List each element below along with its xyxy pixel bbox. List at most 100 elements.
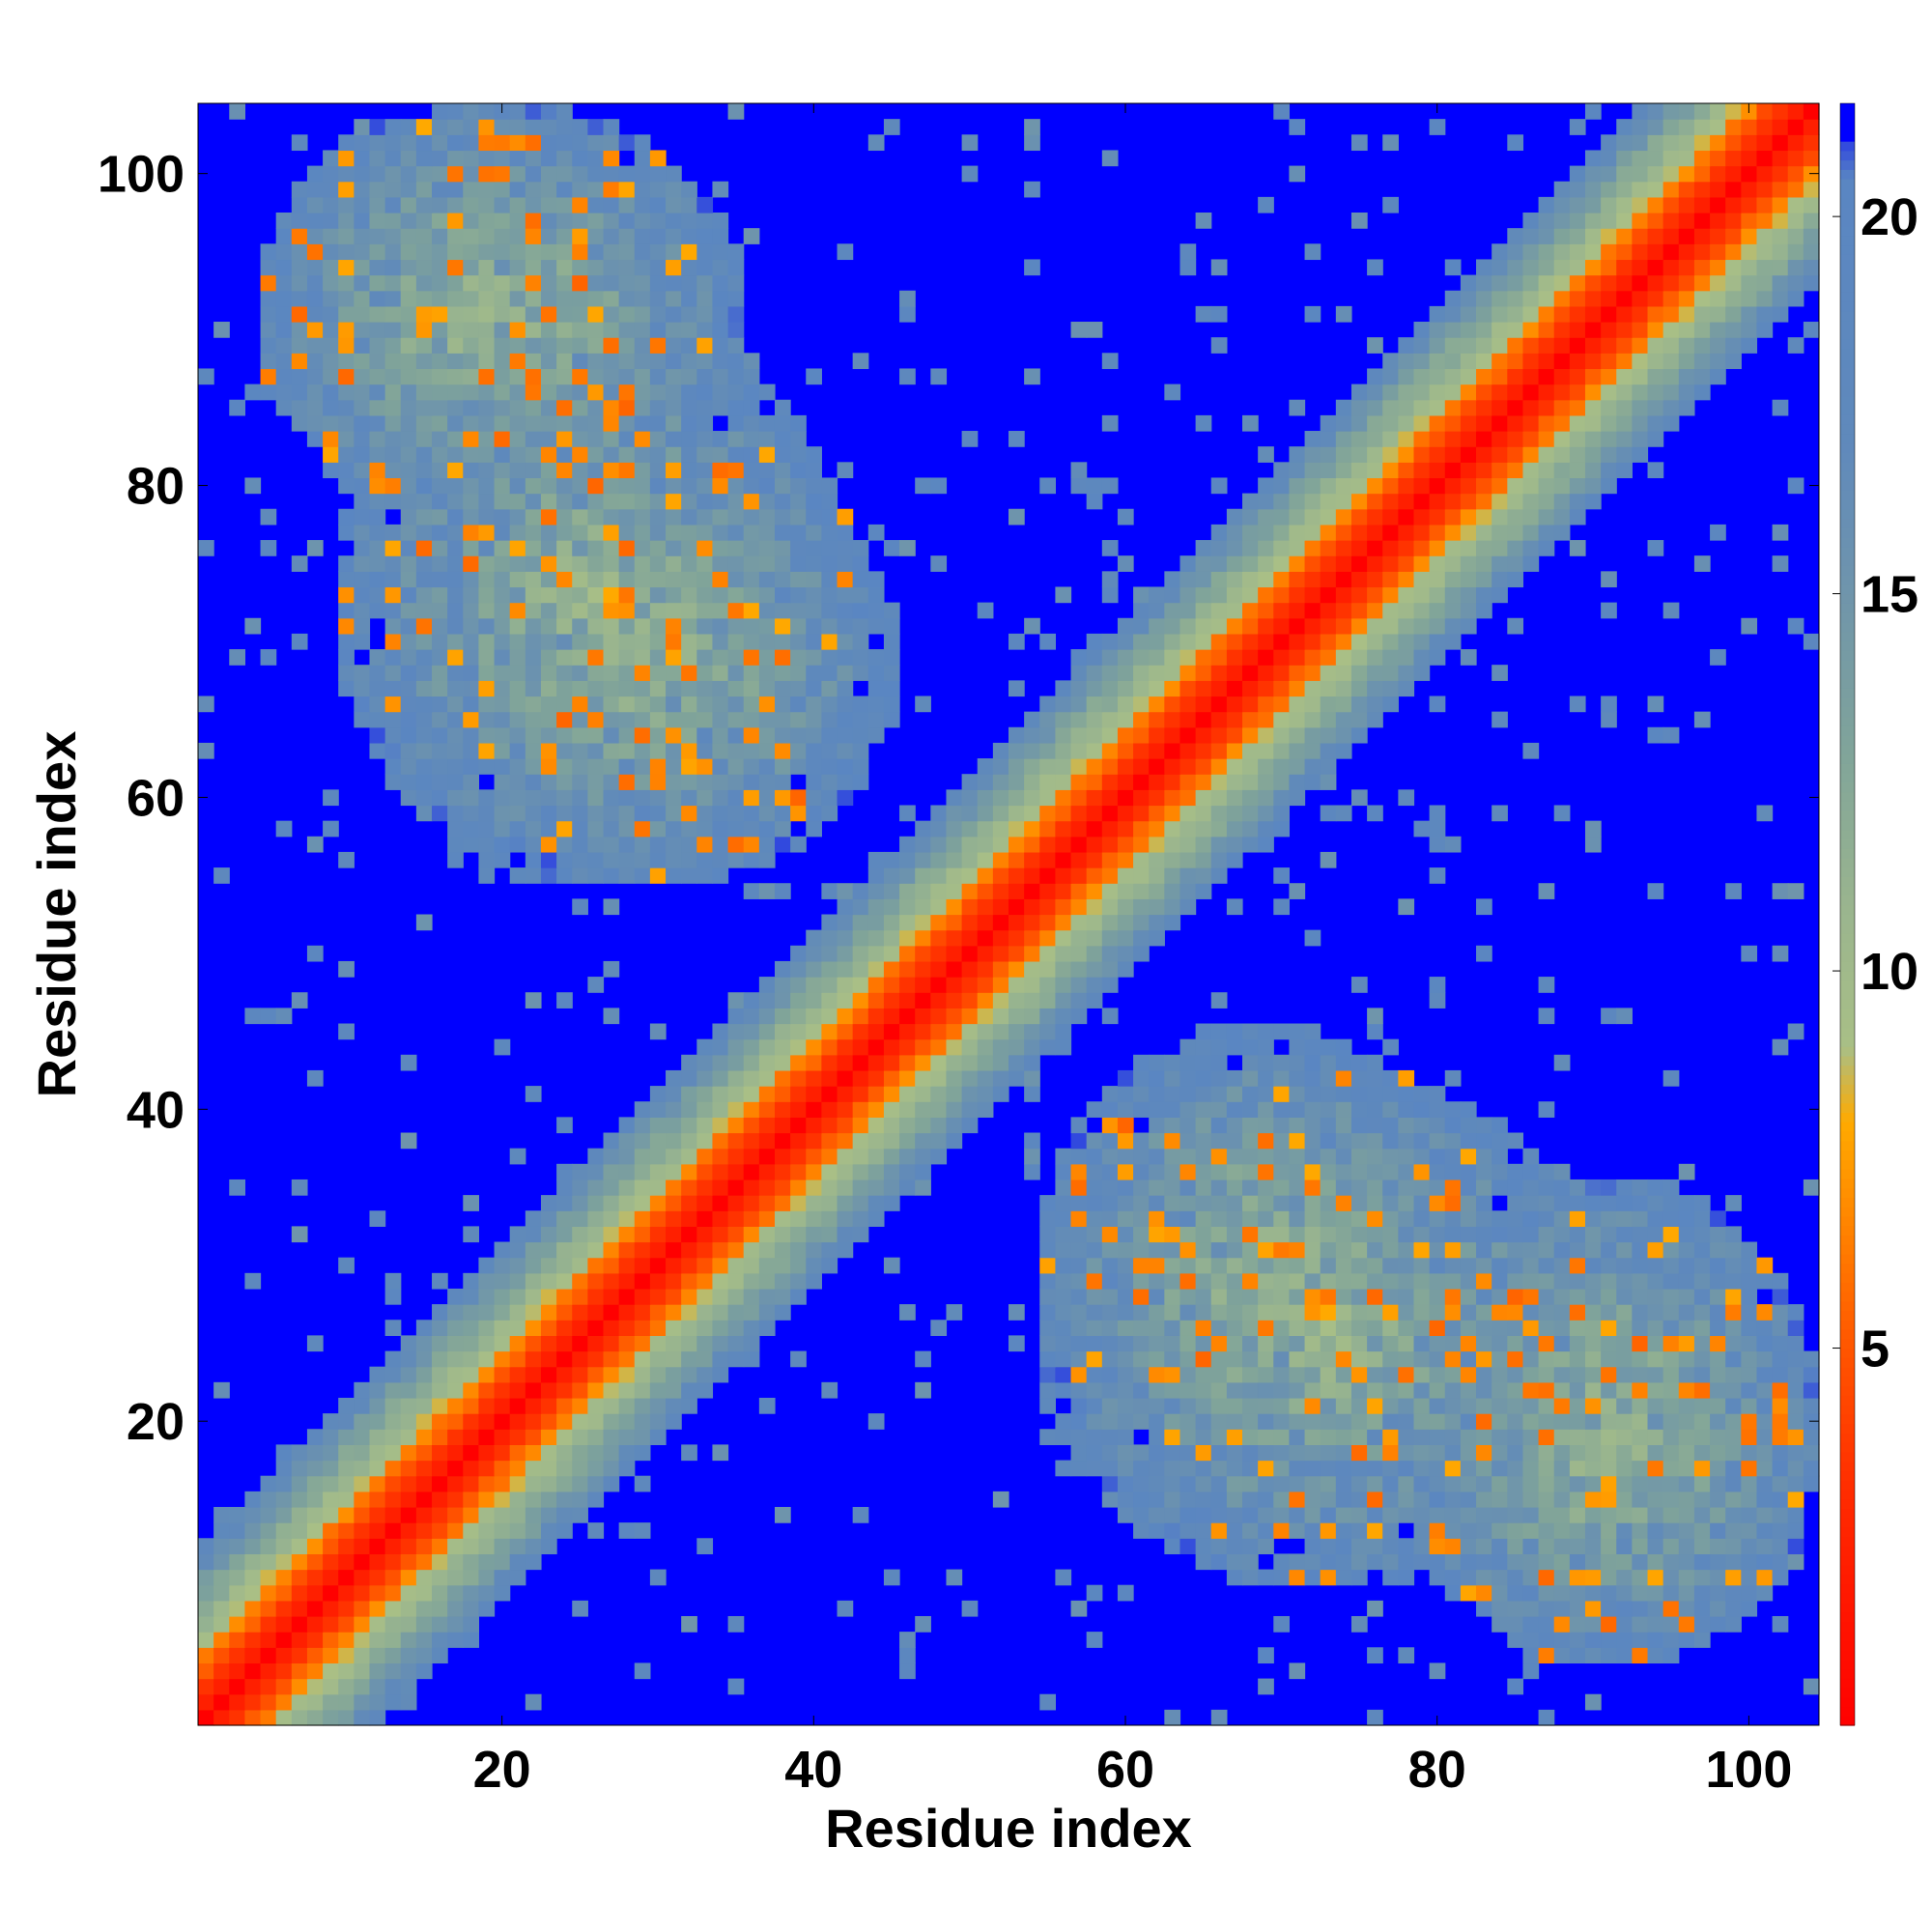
heatmap-cell xyxy=(229,1615,245,1633)
heatmap-cell xyxy=(837,1600,854,1617)
heatmap-cell xyxy=(649,399,667,416)
heatmap-cell xyxy=(1662,1460,1680,1477)
heatmap-cell xyxy=(323,1538,339,1555)
heatmap-cell xyxy=(758,758,776,775)
heatmap-cell xyxy=(1179,1381,1197,1399)
heatmap-cell xyxy=(1350,477,1368,495)
heatmap-cell xyxy=(400,1693,417,1711)
heatmap-cell xyxy=(837,1132,854,1150)
heatmap-cell xyxy=(1195,758,1212,775)
heatmap-cell xyxy=(509,711,526,728)
heatmap-cell xyxy=(494,1460,511,1477)
heatmap-cell xyxy=(1320,1257,1337,1274)
heatmap-cell xyxy=(540,1522,557,1539)
heatmap-cell xyxy=(494,571,511,588)
heatmap-cell xyxy=(649,774,667,790)
heatmap-cell xyxy=(1242,758,1259,775)
heatmap-cell xyxy=(758,805,776,822)
heatmap-cell xyxy=(696,353,714,370)
heatmap-cell xyxy=(1350,977,1368,993)
heatmap-cell xyxy=(1507,1272,1524,1290)
heatmap-cell xyxy=(1693,384,1711,401)
heatmap-cell xyxy=(1398,1148,1415,1165)
heatmap-cell xyxy=(1101,1241,1119,1259)
heatmap-cell xyxy=(681,337,697,354)
heatmap-cell xyxy=(1070,462,1088,479)
heatmap-cell xyxy=(1787,1460,1804,1477)
heatmap-cell xyxy=(961,1069,979,1087)
heatmap-cell xyxy=(540,1538,557,1555)
heatmap-cell xyxy=(837,992,854,1009)
heatmap-cell xyxy=(384,493,402,510)
heatmap-cell xyxy=(338,1397,355,1414)
heatmap-cell xyxy=(369,305,386,323)
heatmap-cell xyxy=(1210,789,1228,807)
heatmap-cell xyxy=(478,602,496,619)
heatmap-cell xyxy=(1476,1210,1492,1227)
heatmap-cell xyxy=(603,1397,620,1414)
heatmap-cell xyxy=(649,1163,667,1180)
heatmap-cell xyxy=(1055,851,1072,868)
heatmap-cell xyxy=(306,1709,324,1726)
heatmap-cell xyxy=(681,384,697,401)
heatmap-cell xyxy=(634,414,651,432)
heatmap-cell xyxy=(977,851,994,868)
heatmap-cell xyxy=(1601,1179,1617,1196)
heatmap-cell xyxy=(1070,742,1088,759)
heatmap-cell xyxy=(415,290,433,307)
heatmap-cell xyxy=(354,399,371,416)
heatmap-cell xyxy=(1413,1226,1431,1243)
heatmap-cell xyxy=(977,1038,994,1056)
heatmap-cell xyxy=(806,1069,822,1087)
heatmap-cell xyxy=(572,1241,588,1259)
heatmap-cell xyxy=(899,1054,916,1071)
heatmap-cell xyxy=(1039,1429,1056,1445)
heatmap-cell xyxy=(618,1429,636,1445)
heatmap-cell xyxy=(463,789,480,807)
heatmap-cell xyxy=(1101,1163,1119,1180)
heatmap-cell xyxy=(930,1038,948,1056)
heatmap-cell xyxy=(899,290,916,307)
heatmap-cell xyxy=(306,1678,324,1695)
heatmap-cell xyxy=(1522,1506,1540,1523)
heatmap-cell xyxy=(883,1101,900,1118)
heatmap-cell xyxy=(634,1381,651,1399)
heatmap-cell xyxy=(1304,1569,1321,1586)
heatmap-cell xyxy=(525,602,542,619)
heatmap-cell xyxy=(1492,1132,1508,1150)
heatmap-cell xyxy=(540,665,557,681)
heatmap-cell xyxy=(821,1117,838,1134)
heatmap-cell xyxy=(463,665,480,681)
heatmap-cell xyxy=(1725,1335,1742,1352)
heatmap-cell xyxy=(213,1678,230,1695)
heatmap-cell xyxy=(415,1366,433,1383)
heatmap-cell xyxy=(930,992,948,1009)
heatmap-cell xyxy=(758,1241,776,1259)
heatmap-cell xyxy=(883,1195,900,1211)
heatmap-cell xyxy=(400,665,417,681)
heatmap-cell xyxy=(758,1132,776,1150)
heatmap-cell xyxy=(1210,586,1228,604)
heatmap-cell xyxy=(1070,1148,1088,1165)
heatmap-cell xyxy=(634,384,651,401)
heatmap-cell xyxy=(323,1475,339,1492)
heatmap-cell xyxy=(478,493,496,510)
heatmap-cell xyxy=(774,1210,791,1227)
heatmap-cell xyxy=(1367,696,1383,713)
heatmap-cell xyxy=(323,1600,339,1617)
heatmap-cell xyxy=(1507,384,1524,401)
heatmap-cell xyxy=(852,1086,869,1102)
heatmap-cell xyxy=(1756,1320,1774,1336)
heatmap-cell xyxy=(323,1615,339,1633)
heatmap-cell xyxy=(992,805,1009,822)
heatmap-cell xyxy=(291,1600,308,1617)
heatmap-cell xyxy=(1258,1195,1274,1211)
heatmap-cell xyxy=(540,1366,557,1383)
heatmap-cell xyxy=(821,805,838,822)
heatmap-cell xyxy=(1382,1320,1399,1336)
heatmap-cell xyxy=(1601,1600,1617,1617)
heatmap-cell xyxy=(525,508,542,526)
heatmap-cell xyxy=(1273,1615,1291,1633)
heatmap-cell xyxy=(1413,1475,1431,1492)
